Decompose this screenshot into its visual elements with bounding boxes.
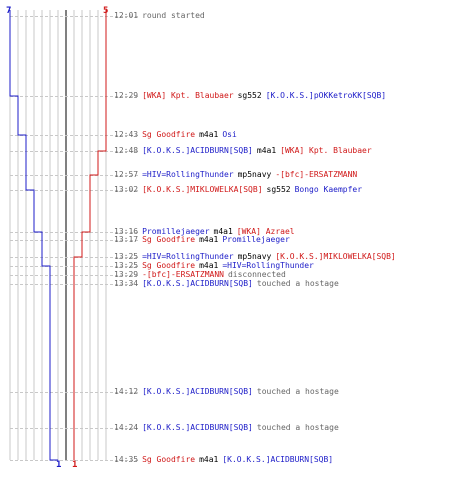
event-row: 12:01 round started <box>114 11 209 21</box>
player-name: [K.O.K.S.]pOKKetroKK[SQB] <box>265 91 387 100</box>
event-time: 13:02 <box>114 185 139 194</box>
weapon-name: m4a1 <box>199 235 219 244</box>
event-description: disconnected <box>227 270 286 279</box>
event-row: 14:35 Sg Goodfire m4a1 [K.O.K.S.]ACIDBURN[S… <box>114 455 337 465</box>
player-name: Sg Goodfire <box>142 235 196 244</box>
player-name: [K.O.K.S.]ACIDBURN[SQB] <box>142 279 253 288</box>
player-name: [WKA] Kpt. Blaubaer <box>142 91 234 100</box>
player-name: [K.O.K.S.]MIKLOWELKA[SQB] <box>142 185 263 194</box>
player-name: Bongo Kaempfer <box>294 185 363 194</box>
player-name: -[bfc]-ERSATZMANN <box>275 170 358 179</box>
event-row: 13:34 [K.O.K.S.]ACIDBURN[SQB] touched a ho… <box>114 279 343 289</box>
player-name: =HIV=RollingThunder <box>222 261 314 270</box>
weapon-name: mp5navy <box>237 252 272 261</box>
player-name: [WKA] Azrael <box>236 227 295 236</box>
event-time: 13:25 <box>114 252 139 261</box>
weapon-name: m4a1 <box>199 261 219 270</box>
event-row: 14:24 [K.O.K.S.]ACIDBURN[SQB] touched a ho… <box>114 423 343 433</box>
event-row: 13:25 =HIV=RollingThunder mp5navy [K.O.K.S.… <box>114 252 400 262</box>
event-description: touched a hostage <box>256 279 339 288</box>
player-name: [K.O.K.S.]MIKLOWELKA[SQB] <box>275 252 396 261</box>
event-time: 13:16 <box>114 227 139 236</box>
weapon-name: m4a1 <box>199 130 219 139</box>
event-row: 12:57 =HIV=RollingThunder mp5navy -[bfc]-ER… <box>114 170 361 180</box>
player-name: -[bfc]-ERSATZMANN <box>142 270 224 279</box>
weapon-name: sg552 <box>237 91 262 100</box>
player-name: Sg Goodfire <box>142 455 196 464</box>
event-description: touched a hostage <box>256 423 339 432</box>
event-row: 12:48 [K.O.K.S.]ACIDBURN[SQB] m4a1 [WKA] Kp… <box>114 146 376 156</box>
event-time: 12:57 <box>114 170 139 179</box>
event-time: 12:29 <box>114 91 139 100</box>
event-time: 13:29 <box>114 270 139 279</box>
blue-team-end-count: 1 <box>56 460 62 470</box>
event-row: 13:17 Sg Goodfire m4a1 Promillejaeger <box>114 235 294 245</box>
player-name: [WKA] Kpt. Blaubaer <box>280 146 372 155</box>
event-description: round started <box>142 11 205 20</box>
red-team-count-line <box>73 10 107 460</box>
event-time: 14:35 <box>114 455 139 464</box>
weapon-name: mp5navy <box>237 170 272 179</box>
player-name: Osi <box>222 130 237 139</box>
player-name: [K.O.K.S.]ACIDBURN[SQB] <box>222 455 334 464</box>
player-name: Sg Goodfire <box>142 261 196 270</box>
blue-team-start-count: 7 <box>6 6 12 16</box>
player-name: =HIV=RollingThunder <box>142 170 234 179</box>
event-time: 13:17 <box>114 235 139 244</box>
weapon-name: sg552 <box>266 185 291 194</box>
player-name: Promillejaeger <box>142 227 210 236</box>
event-row: 12:29 [WKA] Kpt. Blaubaer sg552 [K.O.K.S.]p… <box>114 91 390 101</box>
weapon-name: m4a1 <box>256 146 277 155</box>
event-description: touched a hostage <box>256 387 339 396</box>
player-name: =HIV=RollingThunder <box>142 252 234 261</box>
red-team-start-count: 5 <box>103 6 109 16</box>
player-name: [K.O.K.S.]ACIDBURN[SQB] <box>142 387 253 396</box>
event-time: 14:24 <box>114 423 139 432</box>
weapon-name: m4a1 <box>199 455 219 464</box>
event-row: 13:25 Sg Goodfire m4a1 =HIV=RollingThunder <box>114 261 318 271</box>
player-name: [K.O.K.S.]ACIDBURN[SQB] <box>142 423 253 432</box>
blue-team-count-line <box>9 10 58 461</box>
event-time: 13:34 <box>114 279 139 288</box>
event-time: 12:01 <box>114 11 139 20</box>
event-time: 12:43 <box>114 130 139 139</box>
event-time: 13:25 <box>114 261 139 270</box>
event-row: 13:16 Promillejaeger m4a1 [WKA] Azrael <box>114 227 299 237</box>
event-row: 13:29 -[bfc]-ERSATZMANN disconnected <box>114 270 290 280</box>
player-name: Sg Goodfire <box>142 130 196 139</box>
event-row: 12:43 Sg Goodfire m4a1 Osi <box>114 130 241 140</box>
event-time: 14:12 <box>114 387 139 396</box>
player-name: [K.O.K.S.]ACIDBURN[SQB] <box>142 146 253 155</box>
event-row: 14:12 [K.O.K.S.]ACIDBURN[SQB] touched a ho… <box>114 387 343 397</box>
player-name: Promillejaeger <box>222 235 290 244</box>
weapon-name: m4a1 <box>213 227 233 236</box>
event-row: 13:02 [K.O.K.S.]MIKLOWELKA[SQB] sg552 Bongo… <box>114 185 366 195</box>
red-team-end-count: 1 <box>72 460 78 470</box>
event-time: 12:48 <box>114 146 139 155</box>
